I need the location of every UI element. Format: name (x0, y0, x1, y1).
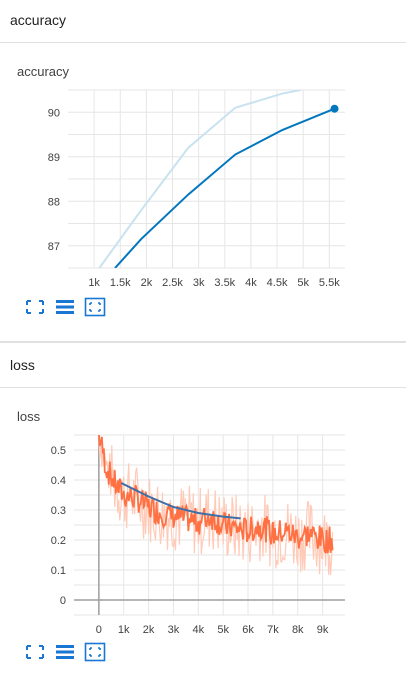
x-tick-label: 8k (292, 624, 304, 636)
x-tick-label: 5.5k (319, 277, 340, 289)
fullscreen-icon[interactable] (24, 297, 46, 317)
x-tick-label: 6k (242, 624, 254, 636)
x-tick-label: 1.5k (110, 277, 131, 289)
y-tick-label: 90 (48, 107, 60, 119)
x-tick-label: 5k (217, 624, 229, 636)
accuracy-section-header[interactable]: accuracy (0, 0, 406, 43)
loss-chart[interactable]: 0 0.1 0.2 0.3 0.4 0.5 0 1k 2k 3k 4k 5k 6k 7k 8k 9k (0, 430, 406, 640)
loss-smoothed-line (98, 435, 334, 554)
x-tick-label: 2k (143, 624, 155, 636)
y-tick-label: 89 (48, 152, 60, 164)
accuracy-smoothed-line (114, 107, 335, 268)
x-tick-label: 1k (118, 624, 130, 636)
accuracy-latest-point (330, 104, 339, 113)
fullscreen-icon[interactable] (24, 642, 46, 662)
y-tick-label: 0.1 (51, 565, 66, 577)
loss-toolbar (24, 642, 114, 664)
x-tick-label: 4k (245, 277, 257, 289)
y-tick-label: 88 (48, 196, 60, 208)
section-divider (0, 341, 406, 343)
data-table-icon[interactable] (54, 642, 76, 662)
x-tick-label: 9k (317, 624, 329, 636)
y-tick-label: 0.5 (51, 445, 66, 457)
x-tick-label: 4k (192, 624, 204, 636)
x-tick-label: 5k (297, 277, 309, 289)
y-tick-label: 87 (48, 241, 60, 253)
x-tick-label: 3k (193, 277, 205, 289)
x-tick-label: 3k (168, 624, 180, 636)
y-tick-label: 0 (60, 595, 66, 607)
y-tick-label: 0.2 (51, 535, 66, 547)
fit-domain-icon[interactable] (84, 642, 106, 662)
x-tick-label: 3.5k (214, 277, 235, 289)
x-tick-label: 0 (96, 624, 102, 636)
x-tick-label: 7k (267, 624, 279, 636)
y-tick-label: 0.3 (51, 505, 66, 517)
accuracy-section: accuracy accuracy 87 88 89 90 1k 1.5k 2k 2.5k 3k… (0, 0, 406, 319)
loss-card-title: loss (17, 409, 41, 424)
data-table-icon[interactable] (54, 297, 76, 317)
accuracy-card-title: accuracy (17, 64, 70, 79)
y-tick-label: 0.4 (51, 475, 66, 487)
loss-raw-line (98, 435, 334, 576)
loss-section-header[interactable]: loss (0, 345, 406, 388)
loss-section-title: loss (10, 357, 35, 373)
accuracy-toolbar (24, 297, 114, 319)
accuracy-chart[interactable]: 87 88 89 90 1k 1.5k 2k 2.5k 3k 3.5k 4k 4.5k 5k 5.5k (0, 85, 406, 295)
loss-section: loss loss (0, 345, 406, 678)
loss-trend-line (120, 482, 241, 520)
fit-domain-icon[interactable] (84, 297, 106, 317)
accuracy-raw-line (98, 90, 301, 268)
x-tick-label: 2k (141, 277, 153, 289)
accuracy-section-title: accuracy (10, 12, 67, 28)
x-tick-label: 4.5k (267, 277, 288, 289)
x-tick-label: 2.5k (162, 277, 183, 289)
x-tick-label: 1k (88, 277, 100, 289)
